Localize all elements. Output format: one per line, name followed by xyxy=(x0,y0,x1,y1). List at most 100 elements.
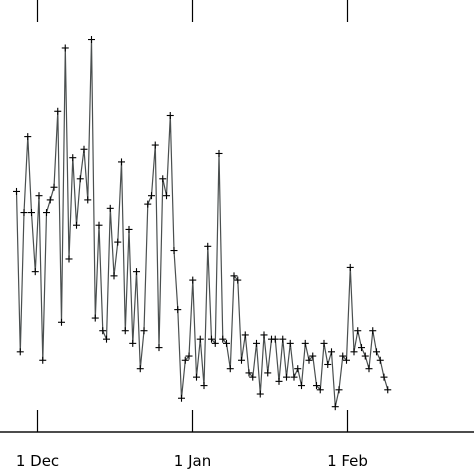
data-point xyxy=(260,331,268,339)
data-point xyxy=(275,377,283,385)
data-point xyxy=(46,196,54,204)
data-point xyxy=(200,382,208,390)
data-point xyxy=(28,209,35,217)
data-point xyxy=(290,373,298,381)
data-point xyxy=(369,327,377,335)
data-point xyxy=(354,327,362,335)
data-point xyxy=(144,200,152,208)
data-point xyxy=(103,335,110,343)
data-point xyxy=(43,209,50,217)
data-point xyxy=(294,365,302,373)
data-point xyxy=(20,209,28,217)
data-point xyxy=(39,356,47,364)
data-point xyxy=(125,225,133,233)
data-point xyxy=(133,268,140,276)
data-point xyxy=(350,348,358,356)
data-point xyxy=(279,335,287,343)
data-point xyxy=(155,344,163,352)
data-point xyxy=(151,141,159,149)
data-point xyxy=(226,365,234,373)
data-point xyxy=(65,255,73,263)
data-point xyxy=(301,339,309,347)
data-point xyxy=(166,112,174,119)
data-point xyxy=(234,276,242,284)
data-point xyxy=(223,339,230,347)
data-point xyxy=(76,175,84,183)
data-point xyxy=(316,386,324,394)
data-point xyxy=(163,192,170,200)
data-point xyxy=(219,335,227,343)
data-point xyxy=(24,133,32,141)
data-point xyxy=(84,196,92,204)
data-point xyxy=(264,369,272,377)
data-point xyxy=(193,373,200,381)
data-point xyxy=(331,403,339,411)
data-point xyxy=(80,145,88,153)
data-point xyxy=(35,192,43,200)
data-point xyxy=(335,386,343,394)
data-point xyxy=(230,272,238,280)
data-point xyxy=(129,339,137,347)
data-point xyxy=(361,352,369,360)
data-point xyxy=(241,331,249,339)
data-point xyxy=(211,339,219,347)
data-point xyxy=(373,348,380,356)
data-point xyxy=(58,318,65,326)
data-point xyxy=(159,175,167,183)
data-point xyxy=(73,221,80,229)
data-point xyxy=(238,356,245,364)
x-tick-label: 1 Dec xyxy=(16,452,59,470)
data-point xyxy=(305,356,313,364)
data-point xyxy=(99,327,107,335)
data-point xyxy=(324,360,332,368)
data-point xyxy=(339,352,347,360)
data-point xyxy=(13,187,20,195)
data-point xyxy=(50,183,58,191)
data-point xyxy=(148,192,155,200)
data-point xyxy=(88,36,95,44)
data-point xyxy=(271,335,279,343)
data-point xyxy=(178,394,185,402)
data-point xyxy=(185,352,193,360)
data-point xyxy=(69,154,77,162)
data-point xyxy=(376,356,384,364)
data-point xyxy=(140,327,148,335)
data-point xyxy=(253,339,260,347)
data-point xyxy=(136,365,144,373)
data-point xyxy=(328,348,335,356)
data-point xyxy=(343,356,350,364)
x-tick-label: 1 Feb xyxy=(327,452,368,470)
data-point xyxy=(61,44,69,52)
data-point xyxy=(91,314,99,322)
data-point xyxy=(181,356,189,364)
data-point xyxy=(204,242,212,250)
data-point xyxy=(313,382,320,390)
data-point xyxy=(31,268,39,276)
data-point xyxy=(54,107,62,115)
data-point xyxy=(215,149,223,157)
data-point xyxy=(346,263,354,271)
data-point xyxy=(174,306,182,314)
data-point xyxy=(189,276,197,284)
data-point xyxy=(106,204,114,212)
data-point xyxy=(118,158,125,166)
data-point xyxy=(170,247,178,255)
data-point xyxy=(365,365,373,373)
data-point xyxy=(249,373,257,381)
data-point xyxy=(298,382,305,390)
data-point xyxy=(95,221,103,229)
data-point xyxy=(245,369,253,377)
data-point xyxy=(196,335,204,343)
data-point xyxy=(320,339,328,347)
series-line xyxy=(15,38,389,408)
x-axis-ticks xyxy=(36,0,349,432)
series-markers xyxy=(13,36,392,411)
data-point xyxy=(384,386,392,394)
plot-frame xyxy=(0,431,474,433)
data-point xyxy=(309,352,317,360)
data-point xyxy=(283,373,290,381)
x-axis-tick-labels: 1 Dec 1 Jan 1 Feb xyxy=(16,452,368,470)
data-point xyxy=(380,373,388,381)
data-point xyxy=(121,327,129,335)
